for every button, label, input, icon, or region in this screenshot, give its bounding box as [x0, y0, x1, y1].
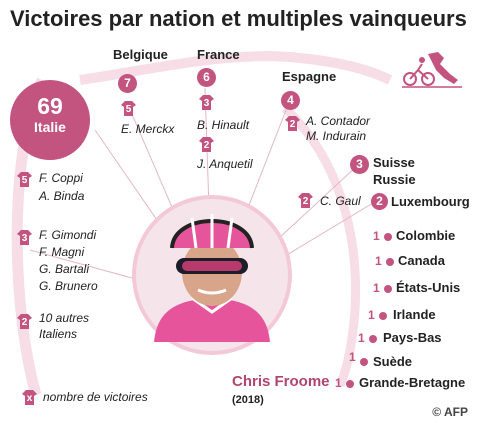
winner-bartali: G. Bartali — [39, 262, 90, 276]
rider-portrait-image — [154, 214, 270, 342]
nation-colombie: Colombie — [396, 228, 456, 243]
nation-france: France — [197, 47, 240, 62]
winner-gaul: C. Gaul — [320, 194, 361, 208]
nation-grande-bretagne: Grande-Bretagne — [359, 375, 466, 390]
count-canada: 1 — [375, 254, 382, 268]
count-luxembourg: 2 — [371, 193, 388, 210]
italy-count: 69 — [37, 93, 63, 119]
jersey-count: 3 — [203, 98, 210, 109]
count-irlande: 1 — [368, 308, 375, 322]
winner-coppi: F. Coppi — [39, 171, 83, 185]
dot-pays-bas — [369, 335, 377, 343]
count-grande-bretagne: 1 — [335, 376, 342, 390]
nation-espagne: Espagne — [282, 69, 337, 84]
froome-year: (2018) — [232, 394, 264, 406]
jersey-count: 2 — [21, 317, 28, 328]
jersey-count: 2 — [289, 119, 296, 130]
jersey-count: 5 — [21, 175, 28, 186]
nation-russie: Russie — [373, 172, 416, 187]
nation-irlande: Irlande — [393, 307, 436, 322]
jersey-icon: 2 — [285, 116, 300, 131]
winner-10-autres: 10 autres — [39, 311, 90, 325]
winner-anquetil: J. Anquetil — [197, 157, 253, 171]
dot-canada — [386, 258, 394, 266]
page-title: Victoires par nation et multiples vainqu… — [10, 6, 467, 31]
jersey-count: 2 — [203, 140, 210, 151]
legend-jersey-icon: x — [22, 390, 37, 405]
dot-etats-unis — [384, 285, 392, 293]
nation-etats-unis: États-Unis — [396, 280, 461, 295]
count-france: 6 — [197, 68, 216, 87]
jersey-icon: 5 — [121, 101, 136, 116]
winner-italiens: Italiens — [39, 327, 78, 341]
count-pays-bas: 1 — [358, 331, 365, 345]
nation-canada: Canada — [398, 253, 445, 268]
count-etats-unis: 1 — [373, 281, 380, 295]
jersey-icon: 2 — [199, 137, 214, 152]
jersey-icon: 2 — [298, 193, 313, 208]
nation-suisse: Suisse — [373, 155, 415, 170]
count-suede: 1 — [349, 350, 356, 364]
italy-badge: 69 Italie — [10, 80, 90, 160]
dot-irlande — [379, 312, 387, 320]
count-belgique: 7 — [118, 74, 137, 93]
jersey-count: 2 — [302, 196, 309, 207]
italy-name: Italie — [34, 119, 66, 135]
jersey-icon: 3 — [199, 95, 214, 110]
legend-jersey-symbol: x — [26, 393, 33, 404]
winner-binda: A. Binda — [39, 189, 85, 203]
nation-belgique: Belgique — [113, 47, 168, 62]
jersey-count: 3 — [21, 233, 28, 244]
dot-suede — [360, 358, 368, 366]
legend-label: nombre de victoires — [43, 390, 148, 404]
ribbon-right — [281, 104, 361, 388]
winner-brunero: G. Brunero — [39, 279, 98, 293]
credit-afp: © AFP — [432, 405, 468, 419]
nation-luxembourg: Luxembourg — [391, 194, 470, 209]
winner-magni: F. Magni — [39, 245, 85, 259]
froome-name: Chris Froome — [232, 373, 330, 390]
nation-pays-bas: Pays-Bas — [383, 330, 442, 345]
jersey-icon: 3 — [17, 230, 32, 245]
count-espagne: 4 — [281, 91, 300, 110]
ribbon-top — [79, 51, 393, 85]
jersey-icon: 5 — [17, 172, 32, 187]
winner-hinault: B. Hinault — [197, 118, 250, 132]
jersey-icon: 2 — [17, 314, 32, 329]
count-suisse-russie: 3 — [350, 155, 369, 174]
cyclist-italy-icon — [402, 52, 462, 88]
count-colombie: 1 — [373, 229, 380, 243]
nation-suede: Suède — [373, 354, 413, 369]
dot-colombie — [384, 233, 392, 241]
dot-grande-bretagne — [346, 380, 354, 388]
winner-contador: A. Contador — [306, 114, 371, 128]
jersey-count: 5 — [125, 104, 132, 115]
winner-merckx: E. Merckx — [121, 122, 175, 136]
winner-gimondi: F. Gimondi — [39, 228, 97, 242]
winner-indurain: M. Indurain — [306, 129, 367, 143]
